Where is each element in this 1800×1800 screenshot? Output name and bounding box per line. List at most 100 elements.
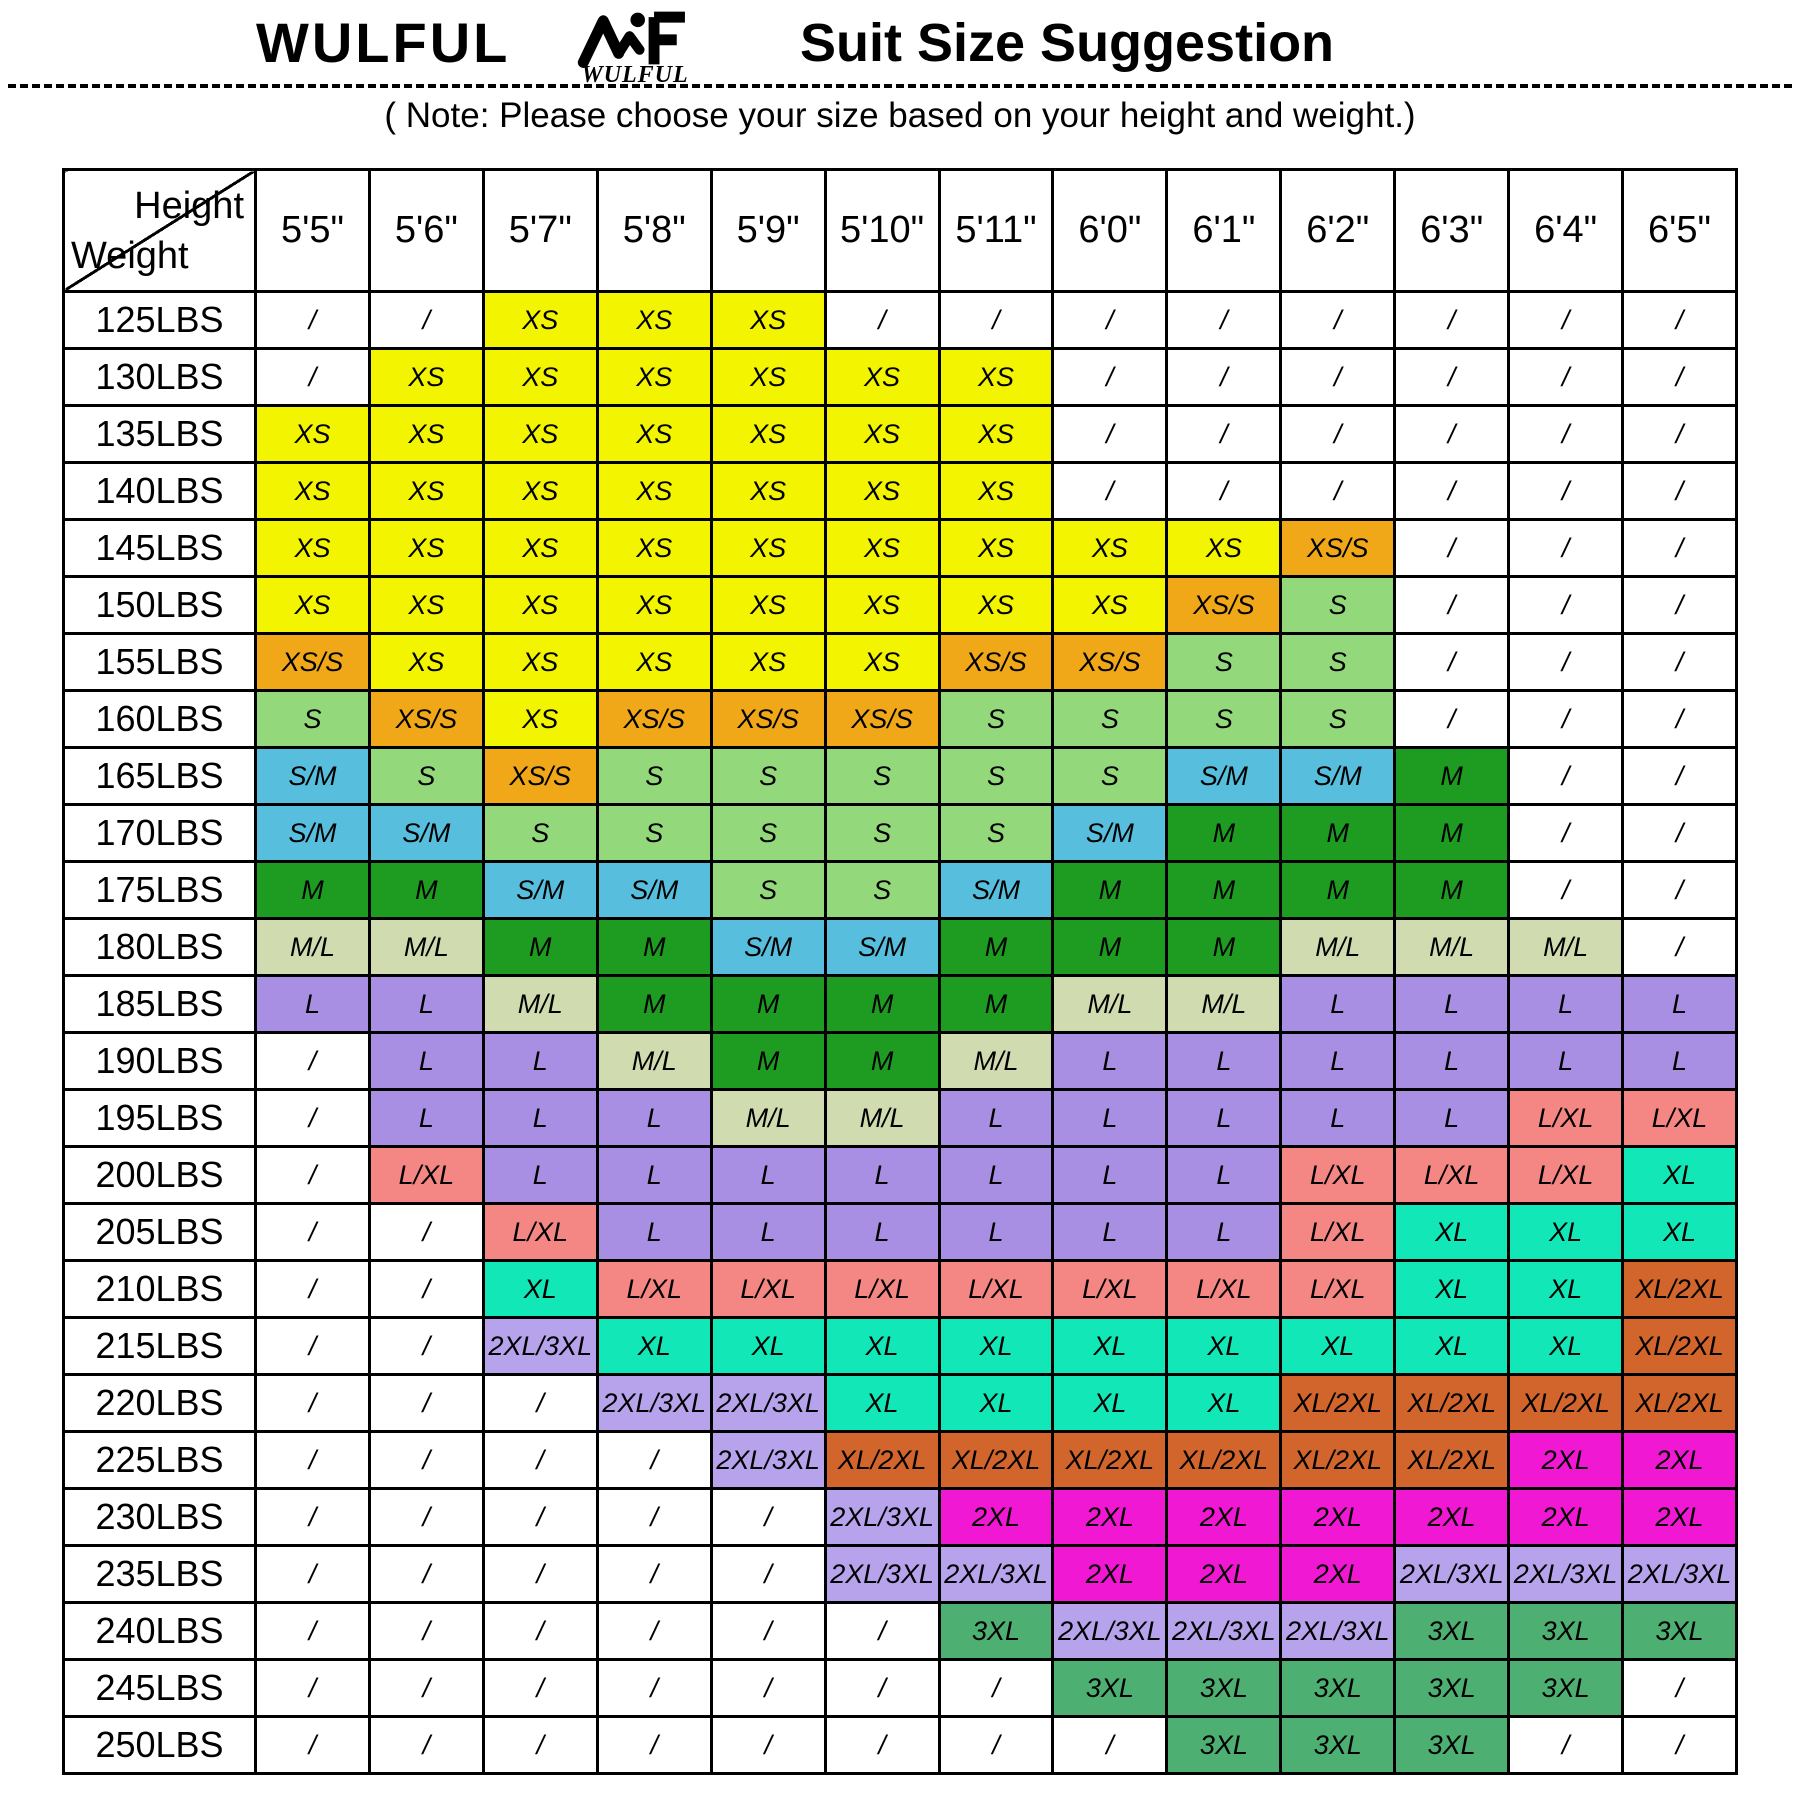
size-cell: XS/S (1165, 575, 1283, 635)
size-cell: XL (481, 1259, 599, 1319)
weight-label-cell: 160LBS (62, 689, 257, 749)
size-cell: L/XL (1051, 1259, 1169, 1319)
size-cell: M (595, 917, 713, 977)
size-cell: / (1393, 290, 1511, 350)
page-title: Suit Size Suggestion (800, 13, 1335, 73)
size-cell: S (709, 803, 827, 863)
size-cell: M (937, 917, 1055, 977)
weight-label-cell: 150LBS (62, 575, 257, 635)
weight-label-cell: 165LBS (62, 746, 257, 806)
size-cell: 2XL (1621, 1487, 1738, 1547)
weight-label-cell: 145LBS (62, 518, 257, 578)
logo-wordmark: WULFUL (581, 62, 689, 88)
size-cell: S/M (1165, 746, 1283, 806)
size-cell: M/L (367, 917, 485, 977)
size-cell: M (1051, 917, 1169, 977)
size-cell: XS/S (823, 689, 941, 749)
table-row: 150LBS XS XS XS XS XS XS XS XS XS/S S / / / (62, 575, 1738, 635)
size-cell: / (823, 1658, 941, 1718)
size-cell: M (595, 974, 713, 1034)
height-header-cell: 6'2" (1279, 168, 1397, 293)
size-cell: / (254, 1145, 371, 1205)
size-cell: / (1621, 689, 1738, 749)
size-cell: L/XL (1279, 1259, 1397, 1319)
weight-label-cell: 215LBS (62, 1316, 257, 1376)
size-cell: / (367, 1601, 485, 1661)
size-cell: S/M (1051, 803, 1169, 863)
size-cell: XL/2XL (1393, 1373, 1511, 1433)
size-cell: M/L (1165, 974, 1283, 1034)
size-cell: XL (1507, 1316, 1625, 1376)
size-cell: L (1051, 1088, 1169, 1148)
size-cell: 2XL (1279, 1487, 1397, 1547)
size-cell: XS (254, 404, 371, 464)
size-cell: / (367, 1487, 485, 1547)
size-cell: / (937, 1715, 1055, 1775)
size-cell: / (1507, 518, 1625, 578)
size-cell: / (367, 1373, 485, 1433)
size-cell: L (709, 1145, 827, 1205)
size-cell: XS (481, 290, 599, 350)
weight-label-cell: 170LBS (62, 803, 257, 863)
size-cell: XL (823, 1316, 941, 1376)
size-cell: L (595, 1202, 713, 1262)
size-cell: M (937, 974, 1055, 1034)
size-cell: L/XL (367, 1145, 485, 1205)
size-cell: / (595, 1430, 713, 1490)
size-cell: / (481, 1373, 599, 1433)
weight-label-cell: 205LBS (62, 1202, 257, 1262)
size-cell: XL (1279, 1316, 1397, 1376)
size-cell: XS (709, 347, 827, 407)
size-cell: 2XL/3XL (709, 1373, 827, 1433)
size-cell: XS (595, 347, 713, 407)
size-cell: / (254, 1715, 371, 1775)
size-cell: / (1393, 575, 1511, 635)
size-cell: S (1165, 689, 1283, 749)
size-cell: S/M (937, 860, 1055, 920)
size-cell: L (1507, 974, 1625, 1034)
size-cell: 2XL (1051, 1487, 1169, 1547)
size-cell: XL/2XL (1279, 1430, 1397, 1490)
size-cell: / (254, 1316, 371, 1376)
size-cell: 2XL/3XL (937, 1544, 1055, 1604)
size-cell: XS (709, 461, 827, 521)
size-cell: XS (1051, 518, 1169, 578)
size-cell: S (709, 860, 827, 920)
size-cell: S (1051, 689, 1169, 749)
size-cell: / (254, 1658, 371, 1718)
size-cell: M (1165, 917, 1283, 977)
size-cell: L (367, 974, 485, 1034)
size-cell: XS (709, 290, 827, 350)
weight-label-cell: 135LBS (62, 404, 257, 464)
size-cell: / (595, 1544, 713, 1604)
size-cell: M/L (1279, 917, 1397, 977)
size-cell: / (1507, 632, 1625, 692)
size-cell: / (709, 1544, 827, 1604)
size-cell: XS (595, 461, 713, 521)
size-cell: XS (254, 518, 371, 578)
size-cell: S/M (481, 860, 599, 920)
size-cell: XS (595, 518, 713, 578)
size-cell: / (481, 1715, 599, 1775)
size-cell: 2XL/3XL (823, 1544, 941, 1604)
size-cell: L (1393, 1088, 1511, 1148)
size-cell: / (1621, 290, 1738, 350)
size-cell: / (709, 1487, 827, 1547)
size-cell: / (254, 1487, 371, 1547)
size-cell: S (595, 803, 713, 863)
height-header-cell: 5'11" (937, 168, 1055, 293)
size-cell: L (823, 1145, 941, 1205)
size-cell: / (1393, 689, 1511, 749)
size-cell: S (1279, 689, 1397, 749)
weight-label-cell: 155LBS (62, 632, 257, 692)
table-row: 240LBS / / / / //3XL 2XL/3XL 2XL/3XL 2XL/3XL 3XL 3… (62, 1601, 1738, 1661)
size-cell: / (481, 1658, 599, 1718)
size-cell: S (937, 746, 1055, 806)
size-cell: S/M (367, 803, 485, 863)
size-cell: XS (823, 461, 941, 521)
size-cell: XL (1051, 1373, 1169, 1433)
dashed-divider (8, 84, 1792, 88)
size-cell: XL/2XL (1279, 1373, 1397, 1433)
size-cell: L (823, 1202, 941, 1262)
table-row: 235LBS / / / //2XL/3XL 2XL/3XL 2XL 2XL 2XL 2XL/3X… (62, 1544, 1738, 1604)
